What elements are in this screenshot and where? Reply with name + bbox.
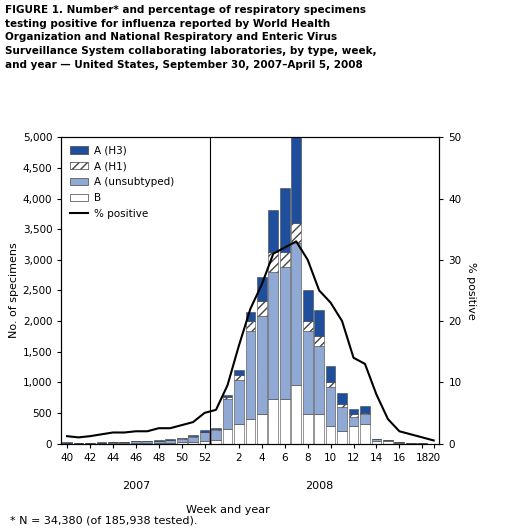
Bar: [303, 331, 313, 414]
Bar: [200, 440, 210, 444]
Bar: [360, 412, 370, 414]
Bar: [360, 407, 370, 412]
Bar: [234, 380, 244, 424]
Bar: [257, 316, 267, 414]
Legend: A (H3), A (H1), A (unsubtyped), B, % positive: A (H3), A (H1), A (unsubtyped), B, % pos…: [66, 143, 177, 222]
Bar: [314, 310, 324, 336]
Text: 2008: 2008: [305, 482, 333, 492]
Bar: [188, 436, 198, 437]
Bar: [234, 370, 244, 375]
Bar: [245, 419, 256, 444]
Bar: [268, 399, 278, 444]
Bar: [314, 345, 324, 414]
Bar: [223, 394, 233, 397]
Bar: [326, 427, 336, 444]
Bar: [154, 441, 164, 442]
Bar: [245, 321, 256, 331]
Bar: [257, 277, 267, 301]
Bar: [143, 441, 152, 443]
Bar: [326, 387, 336, 427]
Text: 2007: 2007: [122, 482, 150, 492]
Bar: [97, 442, 106, 444]
Bar: [223, 429, 233, 444]
Bar: [257, 301, 267, 316]
Bar: [349, 409, 358, 414]
Bar: [326, 366, 336, 382]
Bar: [360, 414, 370, 424]
Bar: [291, 243, 301, 385]
Bar: [211, 429, 221, 430]
Y-axis label: No. of specimens: No. of specimens: [9, 242, 18, 338]
Bar: [211, 430, 221, 440]
Bar: [349, 427, 358, 444]
Bar: [303, 321, 313, 331]
Bar: [177, 442, 187, 444]
Bar: [280, 252, 290, 267]
Bar: [371, 439, 381, 441]
Bar: [177, 439, 187, 442]
Bar: [223, 397, 233, 399]
Text: Week and year: Week and year: [185, 505, 269, 515]
Bar: [394, 442, 404, 443]
Bar: [280, 399, 290, 444]
Bar: [245, 331, 256, 419]
Bar: [291, 223, 301, 243]
Bar: [291, 385, 301, 444]
Bar: [234, 424, 244, 444]
Bar: [245, 312, 256, 321]
Bar: [337, 431, 347, 444]
Bar: [303, 290, 313, 321]
Bar: [131, 441, 141, 443]
Bar: [166, 442, 175, 444]
Bar: [337, 393, 347, 404]
Bar: [188, 437, 198, 441]
Bar: [268, 252, 278, 272]
Bar: [337, 407, 347, 431]
Bar: [108, 442, 118, 444]
Bar: [303, 414, 313, 444]
Bar: [349, 417, 358, 427]
Bar: [314, 414, 324, 444]
Bar: [291, 137, 301, 223]
Y-axis label: % positive: % positive: [466, 261, 476, 319]
Bar: [200, 432, 210, 440]
Bar: [120, 442, 129, 443]
Bar: [383, 441, 393, 444]
Text: FIGURE 1. Number* and percentage of respiratory specimens
testing positive for i: FIGURE 1. Number* and percentage of resp…: [5, 5, 377, 70]
Bar: [257, 414, 267, 444]
Bar: [314, 336, 324, 345]
Bar: [371, 441, 381, 444]
Bar: [337, 404, 347, 407]
Bar: [211, 440, 221, 444]
Bar: [280, 267, 290, 399]
Bar: [349, 414, 358, 417]
Bar: [211, 428, 221, 429]
Bar: [234, 375, 244, 380]
Bar: [326, 382, 336, 387]
Bar: [360, 424, 370, 444]
Bar: [200, 430, 210, 431]
Bar: [268, 272, 278, 399]
Bar: [268, 210, 278, 252]
Bar: [383, 439, 393, 441]
Text: * N = 34,380 (of 185,938 tested).: * N = 34,380 (of 185,938 tested).: [10, 515, 198, 525]
Bar: [223, 399, 233, 429]
Bar: [188, 441, 198, 444]
Bar: [280, 188, 290, 252]
Bar: [166, 440, 175, 442]
Bar: [154, 442, 164, 444]
